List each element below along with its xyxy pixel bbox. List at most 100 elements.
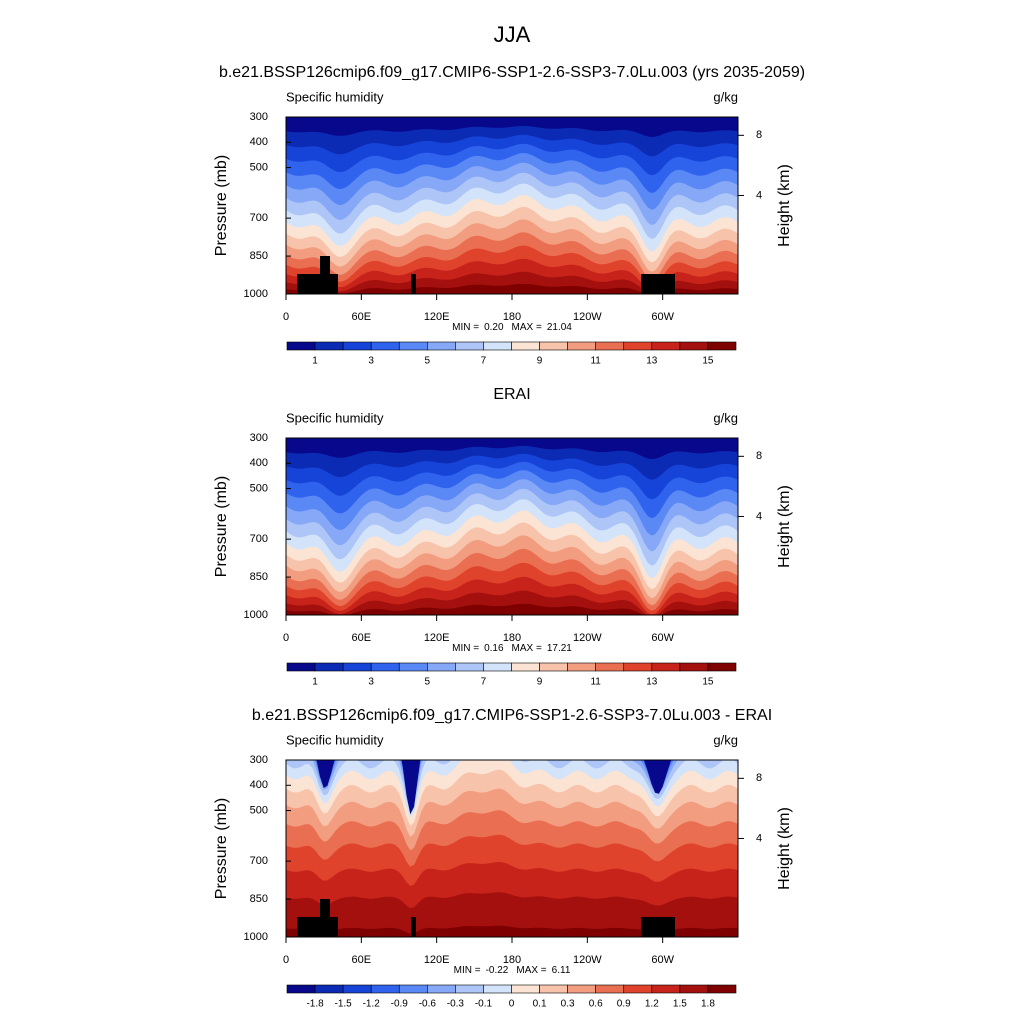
colorbar-swatch: [370, 662, 400, 672]
x-tick-label: 0: [283, 632, 289, 644]
topography: [411, 917, 416, 937]
x-tick-label: 60E: [352, 311, 372, 323]
colorbar-swatch: [342, 984, 372, 994]
y-axis-label: Pressure (mb): [213, 798, 230, 899]
y-tick-label: 500: [250, 804, 268, 816]
colorbar-swatch: [370, 984, 400, 994]
colorbar-swatch: [511, 662, 540, 672]
y2-tick-label: 4: [756, 189, 762, 201]
colorbar-swatch: [398, 341, 428, 351]
y-tick-label: 300: [250, 432, 268, 444]
colorbar-swatch: [427, 662, 456, 672]
colorbar-swatch: [455, 341, 484, 351]
y-tick-label: 500: [250, 161, 268, 173]
min-value: 0.20: [484, 322, 504, 333]
colorbar-label: 1: [312, 356, 318, 367]
colorbar-swatch: [370, 341, 400, 351]
colorbar-swatch: [398, 662, 428, 672]
x-tick-label: 60W: [651, 954, 674, 966]
topography: [641, 917, 675, 937]
colorbar-label: 0.1: [533, 999, 547, 1010]
y2-tick-label: 4: [756, 510, 762, 522]
colorbar-label: -0.3: [447, 999, 465, 1010]
units-label: g/kg: [713, 732, 738, 747]
colorbar-swatch: [623, 341, 653, 351]
colorbar-label: 3: [368, 356, 374, 367]
colorbar-swatch: [398, 984, 428, 994]
min-value: -0.22: [486, 965, 509, 976]
topography: [297, 917, 338, 937]
colorbar-label: 5: [425, 356, 431, 367]
contour-fill: [286, 117, 738, 137]
left-label: Specific humidity: [286, 732, 384, 747]
x-tick-label: 60E: [352, 632, 372, 644]
colorbar-label: 0.3: [561, 999, 575, 1010]
colorbar-swatch: [455, 662, 484, 672]
colorbar-label: 1.5: [673, 999, 687, 1010]
units-label: g/kg: [713, 89, 738, 104]
left-label: Specific humidity: [286, 410, 384, 425]
x-tick-label: 120E: [424, 632, 450, 644]
y2-tick-label: 4: [756, 832, 762, 844]
y-tick-label: 850: [250, 571, 268, 583]
colorbar-swatch: [539, 341, 568, 351]
colorbar-swatch: [483, 984, 512, 994]
x-tick-label: 0: [283, 954, 289, 966]
panel-title: b.e21.BSSP126cmip6.f09_g17.CMIP6-SSP1-2.…: [252, 707, 772, 724]
colorbar-swatch: [595, 341, 625, 351]
colorbar-swatch: [286, 341, 316, 351]
colorbar-swatch: [595, 662, 625, 672]
contour-field: [286, 117, 738, 294]
y-tick-label: 400: [250, 457, 268, 469]
y-tick-label: 700: [250, 212, 268, 224]
units-label: g/kg: [713, 410, 738, 425]
colorbar-label: 13: [646, 356, 658, 367]
colorbar-label: -0.1: [475, 999, 493, 1010]
colorbar-swatch: [286, 662, 316, 672]
colorbar-swatch: [567, 984, 596, 994]
x-tick-label: 120W: [573, 954, 602, 966]
y2-axis-label: Height (km): [776, 485, 793, 568]
max-value: 17.21: [547, 643, 572, 654]
contour-fill: [286, 760, 738, 815]
colorbar-label: 1.2: [645, 999, 659, 1010]
colorbar-swatch: [707, 984, 737, 994]
x-tick-label: 120E: [424, 954, 450, 966]
colorbar-label: 9: [537, 356, 543, 367]
colorbar-label: 3: [368, 677, 374, 688]
y2-tick-label: 8: [756, 450, 762, 462]
colorbar-swatch: [539, 984, 568, 994]
y-axis-label: Pressure (mb): [213, 476, 230, 577]
x-tick-label: 120E: [424, 311, 450, 323]
colorbar-swatch: [342, 662, 372, 672]
colorbar-swatch: [511, 984, 540, 994]
topography: [320, 256, 330, 274]
max-value: 21.04: [547, 322, 572, 333]
min-max: MIN = 0.16 MAX = 17.21: [452, 643, 572, 654]
colorbar-label: 1: [312, 677, 318, 688]
x-tick-label: 60E: [352, 954, 372, 966]
colorbar-label: -0.6: [419, 999, 437, 1010]
colorbar-swatch: [314, 662, 344, 672]
panel-title: b.e21.BSSP126cmip6.f09_g17.CMIP6-SSP1-2.…: [219, 64, 805, 81]
y-tick-label: 300: [250, 111, 268, 123]
x-tick-label: 180: [503, 632, 521, 644]
colorbar-label: 0.9: [617, 999, 631, 1010]
colorbar-swatch: [511, 341, 540, 351]
colorbar-swatch: [623, 662, 653, 672]
y2-tick-label: 8: [756, 772, 762, 784]
topography: [297, 274, 338, 294]
colorbar-label: 13: [646, 677, 658, 688]
y-tick-label: 300: [250, 754, 268, 766]
min-value: 0.16: [484, 643, 504, 654]
colorbar-label: 0.6: [589, 999, 603, 1010]
colorbar-swatch: [651, 341, 681, 351]
topography: [320, 899, 330, 917]
colorbar-label: 9: [537, 677, 543, 688]
colorbar-swatch: [679, 662, 709, 672]
y-tick-label: 1000: [244, 609, 268, 621]
x-tick-label: 180: [503, 954, 521, 966]
colorbar-swatch: [707, 662, 737, 672]
colorbar-label: -1.2: [363, 999, 381, 1010]
